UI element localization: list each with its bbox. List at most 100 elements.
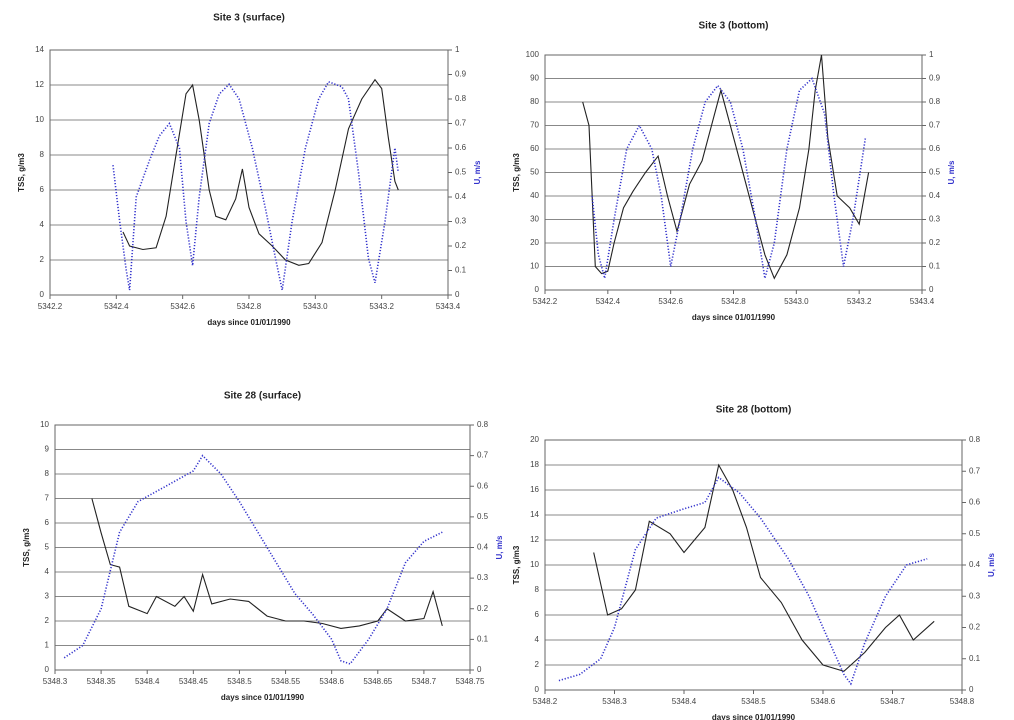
x-tick-label: 5348.7 (412, 677, 437, 686)
y-tick-label: 0 (45, 665, 50, 674)
y2-axis-label: U, m/s (947, 160, 956, 185)
y-tick-label: 30 (530, 215, 539, 224)
y2-tick-label: 0.2 (455, 241, 467, 250)
x-tick-label: 5348.45 (179, 677, 208, 686)
x-axis-label: days since 01/01/1990 (207, 318, 291, 327)
y-tick-label: 4 (40, 220, 45, 229)
y-axis-label: TSS, g/m3 (512, 545, 521, 584)
y2-tick-label: 0.6 (969, 498, 981, 507)
y2-axis-label: U, m/s (473, 160, 482, 185)
x-tick-label: 5343.2 (369, 302, 394, 311)
data-line (591, 77, 867, 279)
y-tick-label: 2 (45, 616, 50, 625)
data-line (91, 498, 443, 629)
x-tick-label: 5348.55 (271, 677, 300, 686)
y-tick-label: 0 (40, 290, 45, 299)
y2-tick-label: 0.5 (929, 168, 941, 177)
y2-tick-label: 0.3 (969, 591, 981, 600)
x-tick-label: 5348.4 (672, 697, 697, 706)
plot-frame (49, 49, 449, 296)
y2-tick-label: 0.4 (477, 543, 489, 552)
x-tick-label: 5343.0 (784, 297, 809, 306)
y-tick-label: 1 (45, 641, 50, 650)
y-tick-label: 18 (530, 460, 539, 469)
y2-tick-label: 0.3 (929, 215, 941, 224)
y2-tick-label: 0 (969, 685, 974, 694)
y2-axis-label: U, m/s (987, 552, 996, 577)
y2-tick-label: 0.1 (969, 654, 981, 663)
y-tick-label: 14 (35, 45, 44, 54)
y2-tick-label: 0.4 (969, 560, 981, 569)
y-axis-label: TSS, g/m3 (17, 153, 26, 192)
y-tick-label: 6 (535, 610, 540, 619)
x-tick-label: 5342.2 (38, 302, 63, 311)
y-tick-label: 2 (535, 660, 540, 669)
y-axis-label: TSS, g/m3 (512, 153, 521, 192)
chart-title: Site 28 (surface) (224, 391, 301, 402)
chart: Site 3 (bottom) 0 10 20 30 40 50 60 70 80 90 100 0 0.… (512, 21, 956, 322)
y-tick-label: 7 (45, 494, 50, 503)
y-tick-label: 6 (45, 518, 50, 527)
x-tick-label: 5348.7 (880, 697, 905, 706)
x-tick-label: 5348.4 (135, 677, 160, 686)
y-tick-label: 60 (530, 144, 539, 153)
y2-tick-label: 0.3 (455, 217, 467, 226)
x-tick-label: 5348.5 (227, 677, 252, 686)
plot-frame (544, 54, 923, 291)
y2-tick-label: 0.7 (929, 121, 941, 130)
x-tick-label: 5342.8 (721, 297, 746, 306)
data-line (122, 78, 399, 266)
x-axis-label: days since 01/01/1990 (221, 693, 305, 702)
y-tick-label: 8 (40, 150, 45, 159)
x-tick-label: 5342.8 (237, 302, 262, 311)
y2-tick-label: 0.2 (969, 623, 981, 632)
y2-tick-label: 0.8 (969, 435, 981, 444)
y2-tick-label: 0.4 (929, 191, 941, 200)
y2-axis-label: U, m/s (495, 535, 504, 560)
plot-frame (54, 424, 471, 671)
x-tick-label: 5348.6 (319, 677, 344, 686)
y2-tick-label: 0.1 (929, 262, 941, 271)
x-tick-label: 5348.6 (811, 697, 836, 706)
x-tick-label: 5348.2 (533, 697, 558, 706)
x-tick-label: 5348.3 (43, 677, 68, 686)
y-tick-label: 20 (530, 435, 539, 444)
y-tick-label: 20 (530, 238, 539, 247)
y2-tick-label: 0 (455, 290, 460, 299)
y-tick-label: 14 (530, 510, 539, 519)
y2-tick-label: 1 (929, 50, 934, 59)
y-tick-label: 0 (535, 285, 540, 294)
y-tick-label: 3 (45, 592, 50, 601)
x-tick-label: 5343.0 (303, 302, 328, 311)
y-tick-label: 5 (45, 543, 50, 552)
y-tick-label: 10 (40, 420, 49, 429)
y2-tick-label: 0.1 (477, 634, 489, 643)
y2-tick-label: 0 (477, 665, 482, 674)
x-tick-label: 5348.35 (87, 677, 116, 686)
y2-tick-label: 0.7 (477, 451, 489, 460)
y2-tick-label: 0.9 (929, 74, 941, 83)
chart: Site 3 (surface) 0 2 4 6 8 10 12 14 0 0.1 0.2 0.3 0.4… (17, 13, 482, 327)
x-tick-label: 5342.4 (596, 297, 621, 306)
y-tick-label: 12 (35, 80, 44, 89)
x-tick-label: 5348.65 (363, 677, 392, 686)
x-tick-label: 5348.8 (950, 697, 975, 706)
y-tick-label: 90 (530, 74, 539, 83)
x-tick-label: 5342.2 (533, 297, 558, 306)
y-tick-label: 10 (35, 115, 44, 124)
y-tick-label: 9 (45, 445, 50, 454)
x-tick-label: 5342.6 (170, 302, 195, 311)
chart: Site 28 (bottom) 0 2 4 6 8 10 12 14 16 18 20 0 0.1 0.2… (512, 405, 996, 720)
data-line (63, 454, 443, 665)
x-tick-label: 5343.4 (910, 297, 935, 306)
chart: Site 28 (surface) 0 1 2 3 4 5 6 7 8 9 10 0 0.1 0.2 0.3 0… (22, 391, 504, 702)
y-tick-label: 10 (530, 560, 539, 569)
y-tick-label: 2 (40, 255, 45, 264)
y2-tick-label: 0.5 (969, 529, 981, 538)
y2-tick-label: 0.2 (477, 604, 489, 613)
y2-tick-label: 0.9 (455, 70, 467, 79)
y-tick-label: 8 (45, 469, 50, 478)
y2-tick-label: 0.4 (455, 192, 467, 201)
